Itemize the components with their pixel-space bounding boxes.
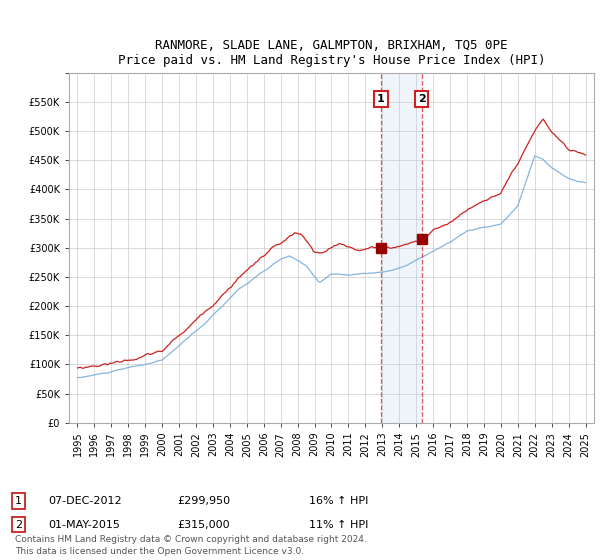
Text: £315,000: £315,000 xyxy=(177,520,230,530)
Text: 11% ↑ HPI: 11% ↑ HPI xyxy=(309,520,368,530)
Text: 1: 1 xyxy=(15,496,22,506)
Text: Contains HM Land Registry data © Crown copyright and database right 2024.
This d: Contains HM Land Registry data © Crown c… xyxy=(15,535,367,556)
Text: £299,950: £299,950 xyxy=(177,496,230,506)
Text: 2: 2 xyxy=(15,520,22,530)
Text: 01-MAY-2015: 01-MAY-2015 xyxy=(48,520,120,530)
Text: 2: 2 xyxy=(418,94,425,104)
Text: 1: 1 xyxy=(377,94,385,104)
Text: 07-DEC-2012: 07-DEC-2012 xyxy=(48,496,122,506)
Text: 16% ↑ HPI: 16% ↑ HPI xyxy=(309,496,368,506)
Title: RANMORE, SLADE LANE, GALMPTON, BRIXHAM, TQ5 0PE
Price paid vs. HM Land Registry': RANMORE, SLADE LANE, GALMPTON, BRIXHAM, … xyxy=(118,39,545,67)
Bar xyxy=(381,73,422,423)
